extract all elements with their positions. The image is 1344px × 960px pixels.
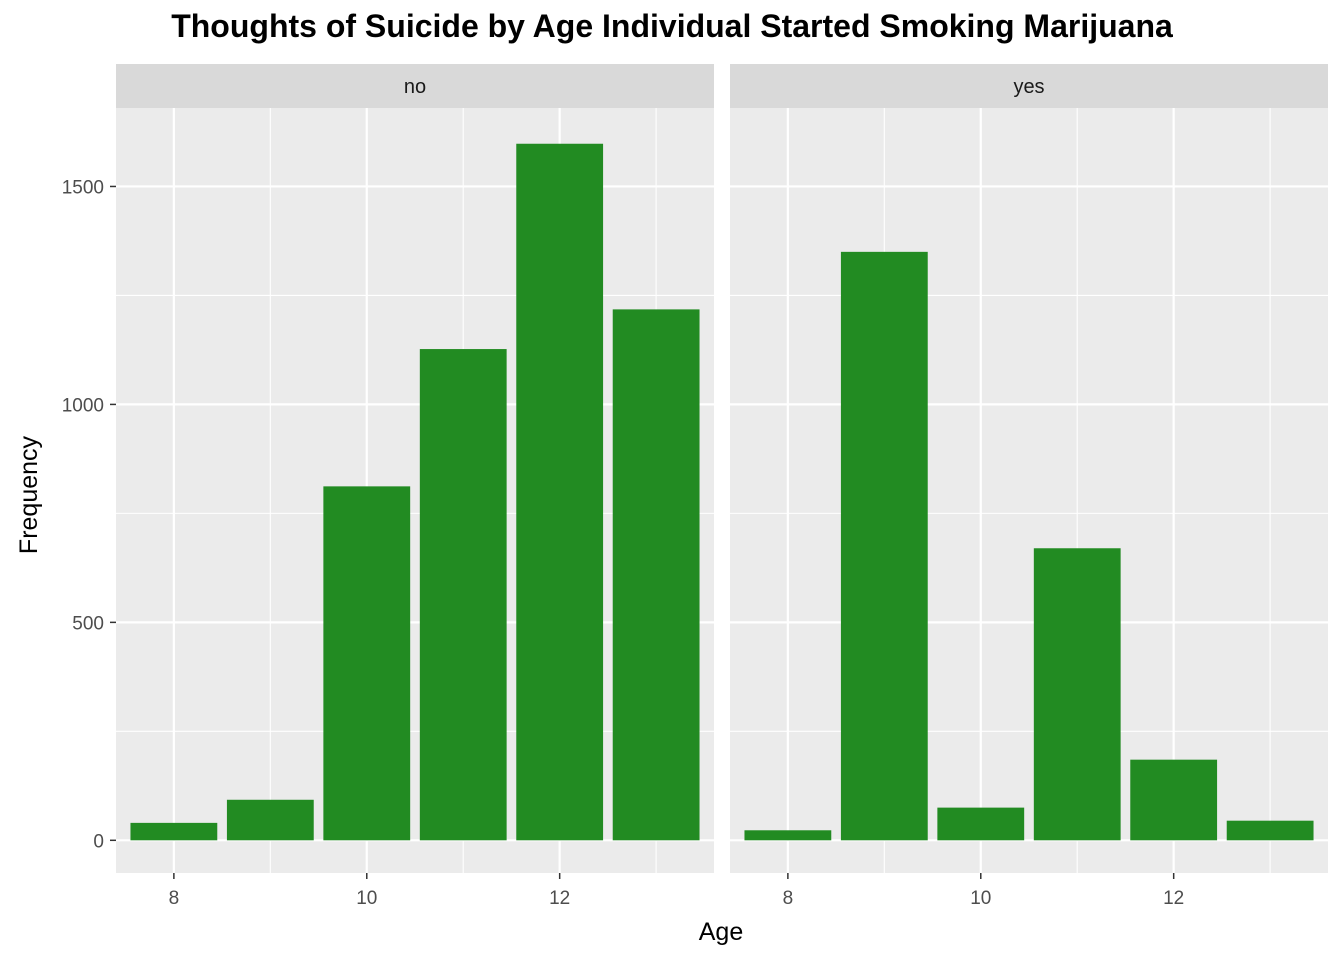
facet-panel-no: no 8 10 12 xyxy=(116,64,714,909)
bar-no-12 xyxy=(516,143,604,841)
facet-panel-yes: yes 8 10 12 xyxy=(730,64,1328,909)
x-axis-title: Age xyxy=(699,918,743,946)
x-tick-label: 12 xyxy=(549,888,570,909)
bar-yes-8 xyxy=(744,830,832,841)
x-tick-label: 12 xyxy=(1163,888,1184,909)
y-axis-title: Frequency xyxy=(15,435,43,554)
facet-strip xyxy=(730,64,1328,108)
x-tick-label: 8 xyxy=(169,888,180,909)
facet-strip-label: no xyxy=(404,76,426,98)
y-tick-label: 500 xyxy=(72,613,104,634)
bar-no-10 xyxy=(323,486,411,841)
facet-strip-label: yes xyxy=(1013,76,1044,98)
facet-strip xyxy=(116,64,714,108)
bar-yes-12 xyxy=(1130,759,1218,841)
x-tick-label: 10 xyxy=(356,888,377,909)
panel-background xyxy=(730,108,1328,873)
x-tick-label: 10 xyxy=(970,888,991,909)
bar-no-11 xyxy=(419,349,507,841)
bar-no-9 xyxy=(226,799,314,841)
y-tick-label: 1500 xyxy=(62,177,104,198)
bar-yes-10 xyxy=(937,807,1025,841)
bar-yes-9 xyxy=(840,251,928,841)
bar-no-13 xyxy=(612,309,700,841)
y-axis: 0 500 1000 1500 xyxy=(62,177,116,852)
bar-yes-11 xyxy=(1033,548,1121,841)
facet-panels: no 8 10 12 yes 8 10 12 xyxy=(116,64,1328,909)
bar-no-8 xyxy=(130,822,218,841)
bar-yes-13 xyxy=(1226,820,1314,841)
x-tick-label: 8 xyxy=(783,888,794,909)
chart-title: Thoughts of Suicide by Age Individual St… xyxy=(171,8,1173,44)
y-tick-label: 1000 xyxy=(62,395,104,416)
y-tick-label: 0 xyxy=(93,831,104,852)
